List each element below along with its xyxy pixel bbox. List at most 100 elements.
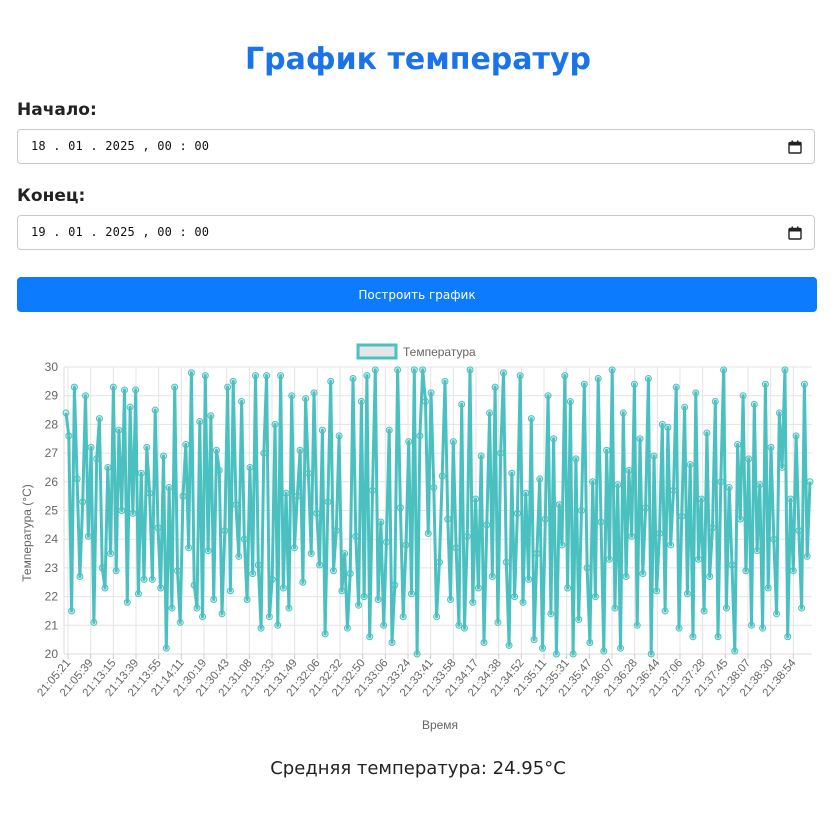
- data-point[interactable]: [327, 377, 335, 385]
- data-point[interactable]: [148, 575, 156, 583]
- data-point[interactable]: [594, 374, 602, 382]
- data-point[interactable]: [238, 397, 246, 405]
- data-point[interactable]: [747, 621, 755, 629]
- data-point[interactable]: [761, 380, 769, 388]
- data-point[interactable]: [380, 621, 388, 629]
- data-point[interactable]: [343, 624, 351, 632]
- data-point[interactable]: [511, 593, 519, 601]
- data-point[interactable]: [580, 380, 588, 388]
- data-point[interactable]: [107, 550, 115, 558]
- data-point[interactable]: [742, 567, 750, 575]
- data-point[interactable]: [722, 604, 730, 612]
- data-point[interactable]: [299, 578, 307, 586]
- data-point[interactable]: [212, 446, 220, 454]
- data-point[interactable]: [628, 532, 636, 540]
- data-point[interactable]: [792, 432, 800, 440]
- data-point[interactable]: [667, 541, 675, 549]
- data-point[interactable]: [355, 601, 363, 609]
- data-point[interactable]: [497, 449, 505, 457]
- data-point[interactable]: [118, 507, 126, 514]
- data-point[interactable]: [795, 527, 803, 535]
- data-point[interactable]: [93, 455, 101, 463]
- data-point[interactable]: [310, 389, 318, 397]
- data-point[interactable]: [90, 618, 98, 626]
- data-point[interactable]: [424, 529, 432, 537]
- data-point[interactable]: [558, 541, 566, 549]
- data-point[interactable]: [544, 392, 552, 400]
- data-point[interactable]: [711, 397, 719, 405]
- data-point[interactable]: [377, 518, 385, 526]
- data-point[interactable]: [204, 547, 212, 555]
- data-point[interactable]: [87, 443, 95, 451]
- data-point[interactable]: [402, 541, 410, 549]
- data-point[interactable]: [575, 616, 583, 624]
- data-point[interactable]: [578, 507, 586, 514]
- data-point[interactable]: [137, 469, 145, 477]
- data-point[interactable]: [79, 498, 87, 506]
- data-point[interactable]: [538, 644, 546, 652]
- data-point[interactable]: [82, 392, 90, 400]
- data-point[interactable]: [324, 498, 332, 506]
- data-point[interactable]: [352, 532, 360, 540]
- data-point[interactable]: [803, 552, 811, 560]
- data-point[interactable]: [508, 469, 516, 477]
- data-point[interactable]: [764, 584, 772, 592]
- data-point[interactable]: [678, 512, 686, 520]
- data-point[interactable]: [318, 426, 326, 434]
- data-point[interactable]: [140, 575, 148, 583]
- calendar-icon[interactable]: [788, 140, 802, 154]
- data-point[interactable]: [656, 529, 664, 537]
- data-point[interactable]: [441, 377, 449, 385]
- data-point[interactable]: [374, 595, 382, 603]
- data-point[interactable]: [552, 650, 560, 658]
- data-point[interactable]: [647, 650, 655, 658]
- calendar-icon[interactable]: [788, 226, 802, 240]
- data-point[interactable]: [486, 409, 494, 417]
- data-point[interactable]: [196, 418, 204, 426]
- data-point[interactable]: [246, 463, 254, 471]
- data-point[interactable]: [619, 409, 627, 417]
- data-point[interactable]: [207, 412, 215, 420]
- data-point[interactable]: [547, 610, 555, 618]
- data-point[interactable]: [608, 366, 616, 374]
- data-point[interactable]: [129, 509, 137, 517]
- data-point[interactable]: [541, 515, 549, 523]
- data-point[interactable]: [68, 607, 76, 615]
- data-point[interactable]: [296, 446, 304, 454]
- data-point[interactable]: [653, 587, 661, 595]
- data-point[interactable]: [182, 440, 190, 448]
- data-point[interactable]: [700, 607, 708, 615]
- data-point[interactable]: [293, 492, 301, 500]
- data-point[interactable]: [617, 644, 625, 652]
- data-point[interactable]: [201, 372, 209, 380]
- data-point[interactable]: [630, 380, 638, 388]
- build-chart-button[interactable]: Построить график: [17, 277, 817, 312]
- data-point[interactable]: [491, 383, 499, 391]
- data-point[interactable]: [168, 604, 176, 612]
- data-point[interactable]: [413, 650, 421, 658]
- data-point[interactable]: [759, 624, 767, 632]
- data-point[interactable]: [221, 527, 229, 535]
- data-point[interactable]: [686, 461, 694, 469]
- data-point[interactable]: [658, 420, 666, 428]
- data-point[interactable]: [419, 366, 427, 374]
- data-point[interactable]: [661, 607, 669, 615]
- data-point[interactable]: [789, 567, 797, 575]
- data-point[interactable]: [391, 581, 399, 589]
- data-point[interactable]: [363, 372, 371, 380]
- data-point[interactable]: [681, 403, 689, 411]
- data-point[interactable]: [625, 466, 633, 474]
- data-point[interactable]: [302, 395, 310, 403]
- data-point[interactable]: [388, 639, 396, 647]
- data-point[interactable]: [321, 630, 329, 638]
- data-point[interactable]: [316, 561, 324, 569]
- data-point[interactable]: [458, 400, 466, 408]
- data-point[interactable]: [357, 397, 365, 405]
- data-point[interactable]: [770, 535, 778, 543]
- data-point[interactable]: [488, 573, 496, 581]
- data-point[interactable]: [444, 515, 452, 523]
- data-point[interactable]: [767, 443, 775, 451]
- data-point[interactable]: [692, 389, 700, 397]
- data-point[interactable]: [176, 618, 184, 626]
- data-point[interactable]: [633, 621, 641, 629]
